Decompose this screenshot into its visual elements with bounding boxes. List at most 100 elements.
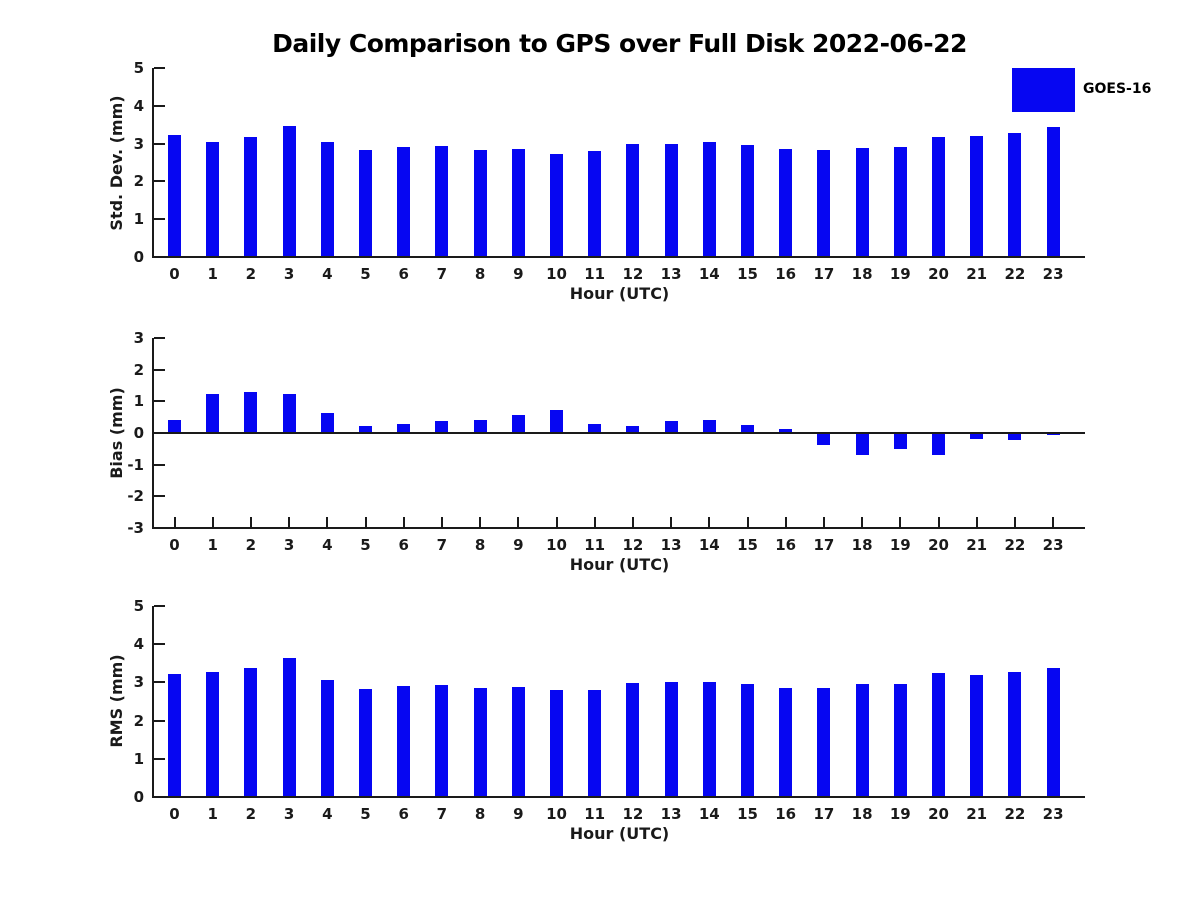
x-tick-label: 0 [169,805,180,823]
x-tick-label: 0 [169,536,180,554]
bar [397,424,411,433]
y-tick-mark [154,400,165,403]
x-tick-label: 4 [322,265,333,283]
y-axis-line [152,606,154,797]
bar [320,141,334,257]
x-tick-label: 17 [813,536,835,554]
x-tick-label: 13 [660,265,682,283]
bar [626,683,640,797]
x-tick-mark [479,517,482,528]
bar [970,433,984,439]
x-tick-label: 17 [813,265,835,283]
x-tick-label: 6 [398,536,409,554]
x-tick-mark [1052,517,1055,528]
bar [779,148,793,257]
bar [741,424,754,433]
chart-title: Daily Comparison to GPS over Full Disk 2… [272,29,967,58]
bar [244,136,258,257]
y-tick-label: 2 [133,172,144,191]
x-tick-label: 17 [813,805,835,823]
x-tick-label: 11 [584,265,606,283]
legend-label: GOES-16 [1083,81,1152,97]
x-tick-label: 20 [928,536,949,554]
bar [206,141,220,257]
x-tick-label: 5 [360,536,371,554]
bar [359,150,372,257]
x-tick-mark [746,517,749,528]
x-tick-label: 12 [622,805,644,823]
x-tick-label: 22 [1004,805,1026,823]
y-tick-mark [154,368,165,371]
y-tick-mark [154,67,165,69]
bar [932,137,945,257]
x-tick-mark [784,517,787,528]
x-tick-label: 4 [322,805,333,823]
x-tick-label: 7 [436,805,448,823]
x-tick-mark [326,517,329,528]
y-tick-mark [154,463,165,466]
bar [435,684,449,797]
y-tick-label: 1 [133,210,144,229]
x-tick-mark [631,517,634,528]
x-tick-label: 22 [1004,536,1026,554]
bar [473,419,487,433]
x-tick-label: 1 [207,805,218,823]
bar [741,684,754,797]
bar [855,683,869,797]
x-tick-label: 1 [207,265,218,283]
x-tick-label: 19 [889,265,911,283]
x-tick-label: 2 [245,805,257,823]
x-tick-label: 9 [513,265,524,283]
x-tick-label: 19 [889,805,911,823]
y-tick-label: 0 [133,788,144,806]
x-tick-label: 12 [622,265,644,283]
x-tick-label: 14 [698,805,720,823]
bar [664,420,678,433]
x-tick-mark [975,517,978,528]
x-axis-label-hour-utc: Hour (UTC) [569,824,670,843]
bar [817,150,831,257]
x-tick-label: 16 [775,805,797,823]
bar [511,414,525,433]
bar [970,136,984,257]
bar [588,151,602,257]
bar [397,686,411,797]
x-axis-line [152,527,1085,529]
bar [359,426,372,433]
bar [702,419,716,433]
x-tick-mark [937,517,940,528]
x-tick-label: 23 [1042,805,1064,823]
y-tick-label: 5 [133,59,144,77]
x-tick-label: 5 [360,805,371,823]
bar [244,391,258,433]
x-tick-mark [899,517,902,528]
bar [1046,433,1060,435]
y-tick-label: -1 [127,455,144,474]
bar [168,419,181,433]
bar [855,433,869,456]
bar [282,657,296,797]
bar [702,142,716,257]
bar [817,688,831,797]
y-tick-label: 4 [133,635,144,654]
x-tick-mark [1013,517,1016,528]
x-axis-label-hour-utc: Hour (UTC) [569,555,670,574]
y-tick-label: 2 [133,711,144,730]
bar [320,413,334,433]
x-tick-mark [593,517,596,528]
x-tick-label: 8 [474,265,486,283]
x-tick-mark [249,517,252,528]
bar [779,428,793,433]
bar [473,688,487,797]
x-tick-mark [440,517,443,528]
y-tick-label: 5 [133,597,144,615]
x-tick-label: 16 [775,265,797,283]
x-tick-label: 2 [245,265,257,283]
bar [932,433,945,455]
subplot-rms: RMS (mm) 0 1 2 3 4 5 0 1 2 3 4 5 6 7 8 9 10 11 12 13 14 15 16 1… [107,597,1085,843]
x-tick-label: 21 [966,265,988,283]
x-tick-label: 7 [436,536,448,554]
plot-area-bias: -3 -2 -1 0 1 2 3 0 1 2 3 4 5 6 7 8 9 10 11 12 13 14 15 16 17 18 19… [127,329,1085,554]
bar [550,689,563,797]
bar [664,143,678,257]
